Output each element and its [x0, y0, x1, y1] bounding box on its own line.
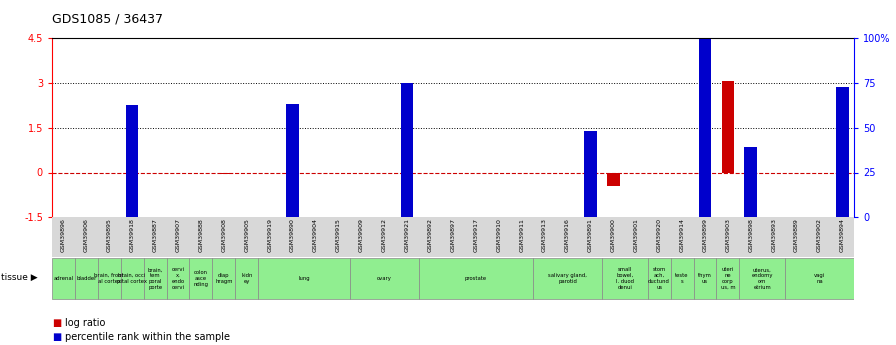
Bar: [739, 258, 785, 299]
Bar: [717, 258, 739, 299]
Bar: [401, 83, 413, 217]
Text: cervi
x,
endo
cervi: cervi x, endo cervi: [171, 267, 185, 290]
Bar: [533, 258, 602, 299]
Text: GSM39912: GSM39912: [382, 218, 387, 252]
Bar: [218, 172, 230, 174]
Text: GSM39920: GSM39920: [657, 218, 661, 252]
Text: ovary: ovary: [376, 276, 392, 281]
Text: stom
ach,
ductund
us: stom ach, ductund us: [648, 267, 670, 290]
Bar: [699, 39, 711, 217]
Bar: [349, 258, 418, 299]
Text: GSM39900: GSM39900: [611, 218, 616, 252]
Bar: [286, 172, 299, 175]
Text: GSM39902: GSM39902: [817, 218, 822, 252]
Text: GSM39899: GSM39899: [702, 218, 708, 252]
Bar: [602, 258, 648, 299]
Bar: [745, 147, 757, 217]
Text: ■: ■: [52, 318, 61, 327]
Text: diap
hragm: diap hragm: [215, 273, 233, 284]
Text: GSM39903: GSM39903: [726, 218, 730, 252]
Bar: [607, 172, 620, 186]
Text: GSM39892: GSM39892: [427, 218, 433, 252]
Text: GSM39894: GSM39894: [840, 218, 845, 252]
Bar: [785, 258, 854, 299]
Bar: [745, 172, 757, 201]
Bar: [401, 155, 413, 172]
Bar: [167, 258, 189, 299]
Text: brain,
tem
poral
porte: brain, tem poral porte: [147, 267, 163, 290]
Bar: [189, 258, 212, 299]
Text: GSM39898: GSM39898: [748, 218, 754, 252]
Text: GSM39916: GSM39916: [565, 218, 570, 252]
Text: GSM39914: GSM39914: [679, 218, 685, 252]
Text: GSM39895: GSM39895: [107, 218, 112, 252]
Text: kidn
ey: kidn ey: [241, 273, 253, 284]
Text: GSM39910: GSM39910: [496, 218, 501, 252]
Bar: [721, 81, 734, 172]
Text: prostate: prostate: [465, 276, 487, 281]
Text: GSM39913: GSM39913: [542, 218, 547, 252]
Bar: [694, 258, 717, 299]
Bar: [836, 87, 849, 217]
Text: GSM39891: GSM39891: [588, 218, 593, 252]
Text: GSM39919: GSM39919: [267, 218, 272, 252]
Bar: [143, 258, 167, 299]
Text: GSM39890: GSM39890: [290, 218, 295, 252]
Text: GSM39918: GSM39918: [130, 218, 134, 252]
Text: GSM39887: GSM39887: [152, 218, 158, 252]
Text: GSM39921: GSM39921: [405, 218, 409, 252]
Text: GDS1085 / 36437: GDS1085 / 36437: [52, 12, 163, 25]
Bar: [584, 131, 597, 217]
Bar: [125, 105, 139, 217]
Text: GSM39909: GSM39909: [358, 218, 364, 252]
Bar: [212, 258, 236, 299]
Bar: [258, 258, 349, 299]
Text: GSM39897: GSM39897: [451, 218, 455, 252]
Text: tissue ▶: tissue ▶: [1, 273, 38, 282]
Bar: [52, 258, 75, 299]
Text: bladder: bladder: [76, 276, 97, 281]
Text: adrenal: adrenal: [54, 276, 73, 281]
Text: thym
us: thym us: [698, 273, 712, 284]
Text: small
bowel,
l. duod
denui: small bowel, l. duod denui: [616, 267, 633, 290]
Text: brain, occi
pital cortex: brain, occi pital cortex: [117, 273, 147, 284]
Bar: [418, 258, 533, 299]
Text: GSM39908: GSM39908: [221, 218, 227, 252]
Text: GSM39888: GSM39888: [198, 218, 203, 252]
Bar: [236, 258, 258, 299]
Text: GSM39905: GSM39905: [245, 218, 249, 252]
Text: GSM39906: GSM39906: [84, 218, 89, 252]
Text: salivary gland,
parotid: salivary gland, parotid: [548, 273, 587, 284]
Text: uterus,
endomy
om
etrium: uterus, endomy om etrium: [752, 267, 773, 290]
Bar: [75, 258, 98, 299]
Text: brain, front
al cortex: brain, front al cortex: [94, 273, 124, 284]
Text: ■: ■: [52, 333, 61, 342]
Text: teste
s: teste s: [676, 273, 689, 284]
Text: log ratio: log ratio: [65, 318, 105, 327]
Bar: [286, 104, 299, 217]
Text: lung: lung: [298, 276, 310, 281]
Text: vagi
na: vagi na: [814, 273, 825, 284]
Text: GSM39911: GSM39911: [519, 218, 524, 252]
Text: GSM39901: GSM39901: [633, 218, 639, 252]
Text: GSM39915: GSM39915: [336, 218, 340, 252]
Text: GSM39889: GSM39889: [794, 218, 799, 252]
Bar: [98, 258, 121, 299]
Bar: [121, 258, 143, 299]
Text: colon
asce
nding: colon asce nding: [194, 270, 209, 287]
Text: GSM39907: GSM39907: [176, 218, 180, 252]
Bar: [648, 258, 670, 299]
Text: GSM39896: GSM39896: [61, 218, 66, 252]
Text: GSM39893: GSM39893: [771, 218, 776, 252]
Text: uteri
ne
corp
us, m: uteri ne corp us, m: [720, 267, 736, 290]
Text: GSM39917: GSM39917: [473, 218, 478, 252]
Text: percentile rank within the sample: percentile rank within the sample: [65, 333, 229, 342]
Text: GSM39904: GSM39904: [313, 218, 318, 252]
Bar: [670, 258, 694, 299]
